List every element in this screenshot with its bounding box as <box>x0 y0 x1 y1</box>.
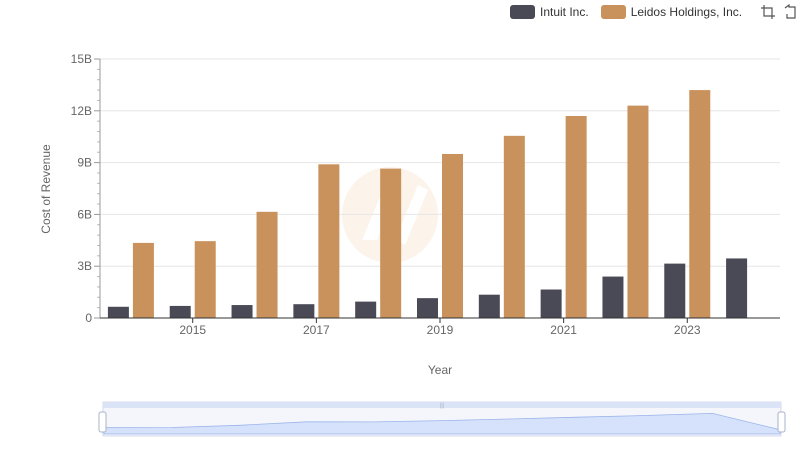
x-tick-label: 2015 <box>179 323 206 337</box>
legend-swatch-leidos <box>600 5 626 19</box>
legend-item-intuit[interactable]: Intuit Inc. <box>510 5 589 19</box>
zoom-handle-right[interactable] <box>777 411 786 433</box>
bar-intuit-2016[interactable] <box>231 305 253 318</box>
bar-leidos-2023[interactable] <box>689 90 711 318</box>
y-tick-label: 15B <box>71 52 92 66</box>
bar-intuit-2017[interactable] <box>293 304 315 318</box>
x-tick-label: 2023 <box>674 323 701 337</box>
y-tick-label: 12B <box>71 104 92 118</box>
legend-label-intuit: Intuit Inc. <box>540 5 589 19</box>
bar-intuit-2024[interactable] <box>726 258 748 318</box>
legend-swatch-intuit <box>510 5 535 19</box>
bar-leidos-2018[interactable] <box>380 168 402 318</box>
bar-leidos-2020[interactable] <box>503 135 525 318</box>
restore-icon[interactable] <box>782 4 798 20</box>
legend-label-leidos: Leidos Holdings, Inc. <box>630 5 743 19</box>
x-tick-label: 2019 <box>427 323 454 337</box>
zoom-grip-icon[interactable]: ||| <box>440 403 445 409</box>
bar-intuit-2014[interactable] <box>107 306 129 318</box>
x-tick-label: 2021 <box>550 323 577 337</box>
y-tick-label: 0 <box>85 311 92 325</box>
zoom-handle-left[interactable] <box>98 411 107 433</box>
bar-leidos-2015[interactable] <box>194 241 216 318</box>
grid <box>100 58 780 267</box>
bar-intuit-2018[interactable] <box>355 301 377 318</box>
bar-intuit-2022[interactable] <box>602 276 624 318</box>
zoom-icon[interactable] <box>760 4 776 20</box>
bar-intuit-2023[interactable] <box>664 263 686 318</box>
y-tick-label: 9B <box>77 156 92 170</box>
bar-intuit-2015[interactable] <box>169 305 191 318</box>
bar-leidos-2016[interactable] <box>256 211 278 318</box>
bar-leidos-2021[interactable] <box>565 115 587 318</box>
x-axis-title: Year <box>428 363 452 377</box>
bar-leidos-2022[interactable] <box>627 105 649 319</box>
data-zoom-slider[interactable]: ||| <box>98 401 786 437</box>
x-tick-label: 2017 <box>303 323 330 337</box>
bar-intuit-2019[interactable] <box>417 298 438 318</box>
legend: Intuit Inc. Leidos Holdings, Inc. <box>510 4 798 20</box>
y-tick-label: 6B <box>77 207 92 221</box>
zoom-top-bar[interactable] <box>103 402 781 408</box>
bars <box>107 90 748 319</box>
legend-item-leidos[interactable]: Leidos Holdings, Inc. <box>600 5 743 19</box>
zoom-preview-area <box>103 412 781 435</box>
bar-leidos-2017[interactable] <box>318 164 340 318</box>
bar-intuit-2021[interactable] <box>540 289 562 318</box>
bar-intuit-2020[interactable] <box>478 294 500 318</box>
bar-leidos-2019[interactable] <box>442 153 463 318</box>
bar-leidos-2014[interactable] <box>132 242 154 318</box>
y-axis-title: Cost of Revenue <box>39 144 53 234</box>
y-tick-label: 3B <box>77 259 92 273</box>
axes: 0 3B 6B 9B 12B 15B 2015 2017 2019 2021 2023 <box>71 52 780 337</box>
